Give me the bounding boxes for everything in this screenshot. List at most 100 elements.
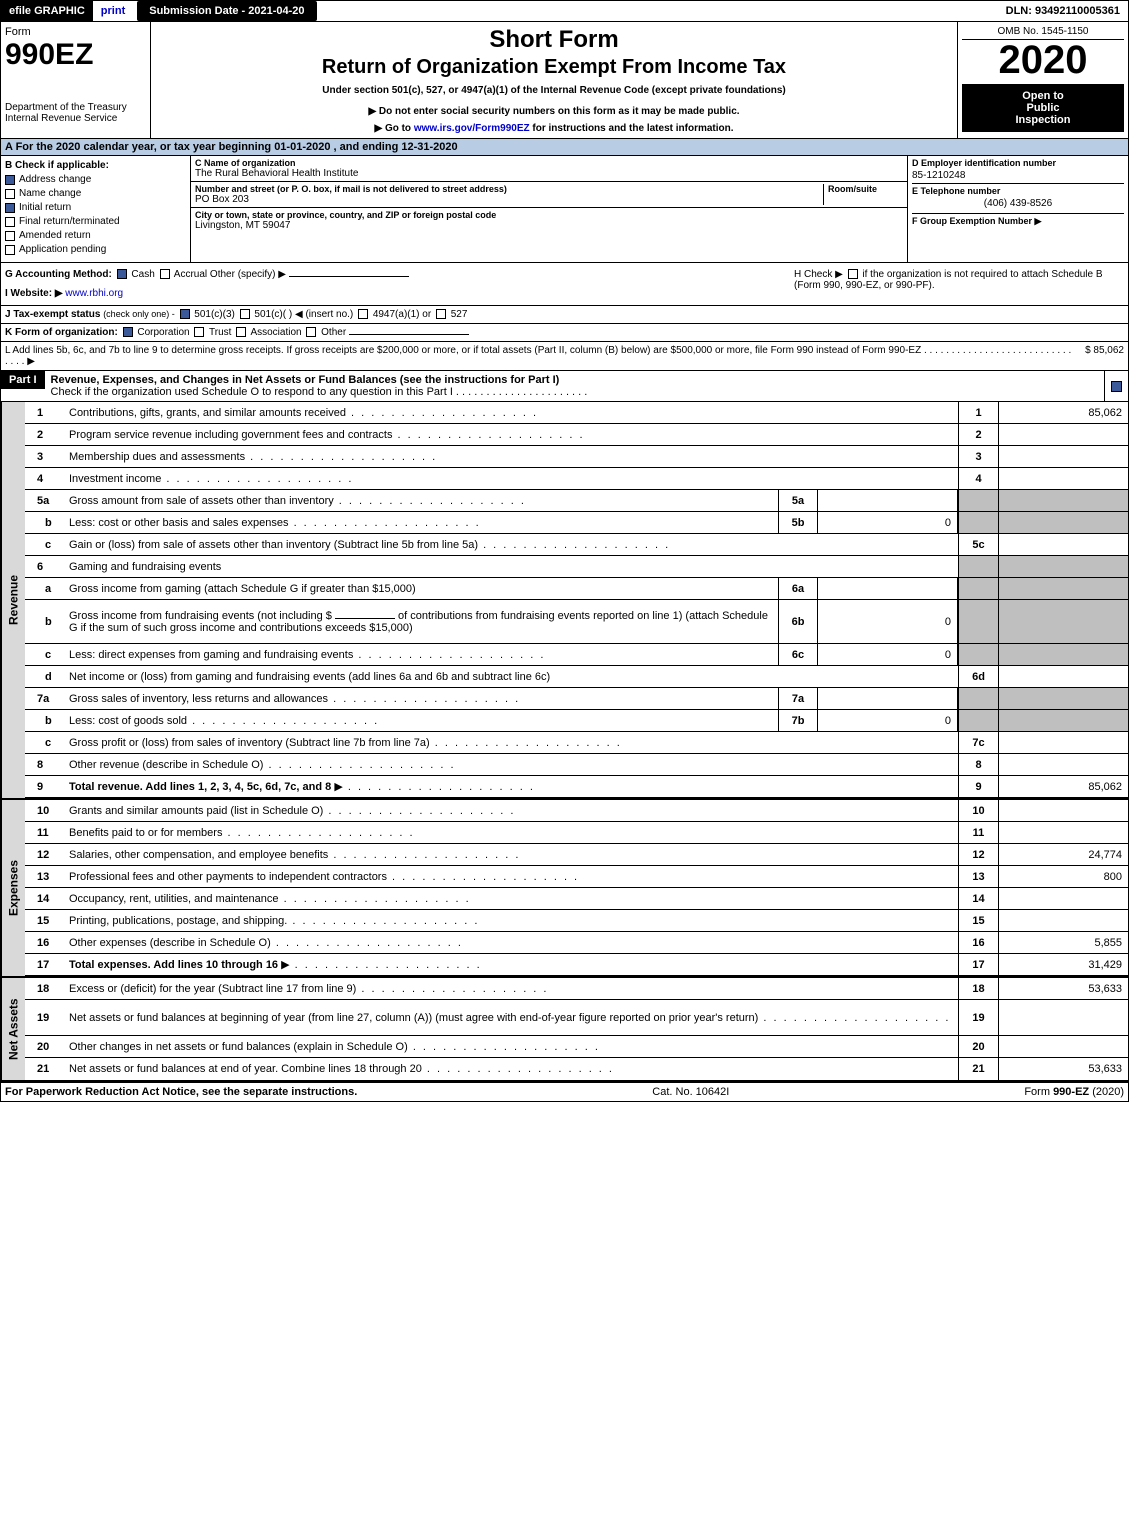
- line-17-num: 17: [25, 959, 65, 971]
- subtitle: Under section 501(c), 527, or 4947(a)(1)…: [155, 85, 953, 96]
- line-19-val: [998, 1000, 1128, 1035]
- checkbox-501c[interactable]: [240, 309, 250, 319]
- print-link[interactable]: print: [93, 1, 133, 21]
- line-18: 18 Excess or (deficit) for the year (Sub…: [25, 978, 1128, 1000]
- line-10: 10 Grants and similar amounts paid (list…: [25, 800, 1128, 822]
- line-14-text: Occupancy, rent, utilities, and maintena…: [65, 891, 958, 907]
- line-12-val: 24,774: [998, 844, 1128, 865]
- line-6a-inum: 6a: [778, 578, 818, 599]
- line-6d-num: d: [25, 671, 65, 683]
- line-6a: a Gross income from gaming (attach Sched…: [25, 578, 1128, 600]
- line-10-num: 10: [25, 805, 65, 817]
- revenue-side-label: Revenue: [1, 402, 25, 798]
- line-6b-ival: 0: [818, 600, 958, 643]
- line-6b-text: Gross income from fundraising events (no…: [65, 608, 778, 636]
- section-b: B Check if applicable: Address change Na…: [1, 156, 191, 262]
- line-j-label: J Tax-exempt status: [5, 309, 100, 320]
- line-9-text: Total revenue. Add lines 1, 2, 3, 4, 5c,…: [65, 778, 958, 795]
- open-line3: Inspection: [966, 114, 1120, 126]
- phone-value: (406) 439-8526: [912, 198, 1124, 214]
- line-l-amount: $ 85,062: [1075, 345, 1124, 367]
- checkbox-name-change[interactable]: [5, 189, 15, 199]
- line-7c: c Gross profit or (loss) from sales of i…: [25, 732, 1128, 754]
- ssn-warning: ▶ Do not enter social security numbers o…: [155, 106, 953, 117]
- department-label: Department of the Treasury: [5, 102, 146, 113]
- line-6b-text1: Gross income from fundraising events (no…: [69, 610, 332, 622]
- section-c: C Name of organization The Rural Behavio…: [191, 156, 908, 262]
- line-6-rgrey: [958, 556, 998, 577]
- line-14-val: [998, 888, 1128, 909]
- line-4-text: Investment income: [65, 471, 958, 487]
- checkbox-trust[interactable]: [194, 327, 204, 337]
- line-h-text3: (Form 990, 990-EZ, or 990-PF).: [794, 280, 935, 291]
- checkbox-527[interactable]: [436, 309, 446, 319]
- line-17-text: Total expenses. Add lines 10 through 16 …: [65, 956, 958, 973]
- group-exemption-label: F Group Exemption Number ▶: [912, 216, 1124, 227]
- line-6d-text: Net income or (loss) from gaming and fun…: [65, 669, 958, 685]
- checkbox-other-org[interactable]: [306, 327, 316, 337]
- form-word: Form: [5, 26, 146, 38]
- line-16-num: 16: [25, 937, 65, 949]
- ein-label: D Employer identification number: [912, 158, 1124, 168]
- checkbox-initial-return[interactable]: [5, 203, 15, 213]
- checkbox-accrual[interactable]: [160, 269, 170, 279]
- line-7b-rgrey: [958, 710, 998, 731]
- line-6c: c Less: direct expenses from gaming and …: [25, 644, 1128, 666]
- checkbox-final-return[interactable]: [5, 217, 15, 227]
- checkbox-address-change[interactable]: [5, 175, 15, 185]
- line-6-vgrey: [998, 556, 1128, 577]
- checkbox-association[interactable]: [236, 327, 246, 337]
- street-label: Number and street (or P. O. box, if mail…: [195, 184, 823, 194]
- line-6a-rgrey: [958, 578, 998, 599]
- line-5c-text: Gain or (loss) from sale of assets other…: [65, 537, 958, 553]
- line-7c-text: Gross profit or (loss) from sales of inv…: [65, 735, 958, 751]
- line-8-val: [998, 754, 1128, 775]
- line-6-text: Gaming and fundraising events: [65, 559, 958, 575]
- checkbox-501c3[interactable]: [180, 309, 190, 319]
- open-to-public: Open to Public Inspection: [962, 84, 1124, 132]
- line-7b-inum: 7b: [778, 710, 818, 731]
- org-name-label: C Name of organization: [195, 158, 903, 168]
- line-3-text: Membership dues and assessments: [65, 449, 958, 465]
- label-name-change: Name change: [19, 188, 81, 199]
- line-l-text: L Add lines 5b, 6c, and 7b to line 9 to …: [5, 345, 1075, 367]
- line-18-text: Excess or (deficit) for the year (Subtra…: [65, 981, 958, 997]
- line-4: 4 Investment income 4: [25, 468, 1128, 490]
- line-8-rnum: 8: [958, 754, 998, 775]
- checkbox-corporation[interactable]: [123, 327, 133, 337]
- label-association: Association: [250, 327, 301, 338]
- line-h-text2: if the organization is not required to a…: [862, 269, 1102, 280]
- line-2-rnum: 2: [958, 424, 998, 445]
- line-19: 19 Net assets or fund balances at beginn…: [25, 1000, 1128, 1036]
- line-6a-vgrey: [998, 578, 1128, 599]
- part-i-schedule-o-check: [1104, 371, 1128, 401]
- checkbox-application-pending[interactable]: [5, 245, 15, 255]
- line-a-tax-year: A For the 2020 calendar year, or tax yea…: [0, 139, 1129, 156]
- city-label: City or town, state or province, country…: [195, 210, 903, 220]
- checkbox-schedule-o[interactable]: [1111, 381, 1122, 392]
- website-link[interactable]: www.rbhi.org: [65, 288, 123, 299]
- line-j: J Tax-exempt status (check only one) - 5…: [0, 306, 1129, 324]
- label-501c3: 501(c)(3): [194, 309, 235, 320]
- checkbox-cash[interactable]: [117, 269, 127, 279]
- line-6c-rgrey: [958, 644, 998, 665]
- form-ref-pre: Form: [1024, 1086, 1053, 1098]
- line-j-note: (check only one) -: [103, 309, 175, 319]
- line-14-num: 14: [25, 893, 65, 905]
- line-7a-ival: [818, 688, 958, 709]
- line-9-rnum: 9: [958, 776, 998, 797]
- line-5b-ival: 0: [818, 512, 958, 533]
- checkbox-4947[interactable]: [358, 309, 368, 319]
- line-18-val: 53,633: [998, 978, 1128, 999]
- line-9: 9 Total revenue. Add lines 1, 2, 3, 4, 5…: [25, 776, 1128, 798]
- checkbox-line-h[interactable]: [848, 269, 858, 279]
- checkbox-amended-return[interactable]: [5, 231, 15, 241]
- irs-link[interactable]: www.irs.gov/Form990EZ: [414, 123, 530, 134]
- line-19-num: 19: [25, 1012, 65, 1024]
- line-7b: b Less: cost of goods sold 7b 0: [25, 710, 1128, 732]
- line-20-num: 20: [25, 1041, 65, 1053]
- line-5b-inum: 5b: [778, 512, 818, 533]
- line-h-text1: H Check ▶: [794, 269, 843, 280]
- expenses-side-label: Expenses: [1, 800, 25, 976]
- line-21-text: Net assets or fund balances at end of ye…: [65, 1061, 958, 1077]
